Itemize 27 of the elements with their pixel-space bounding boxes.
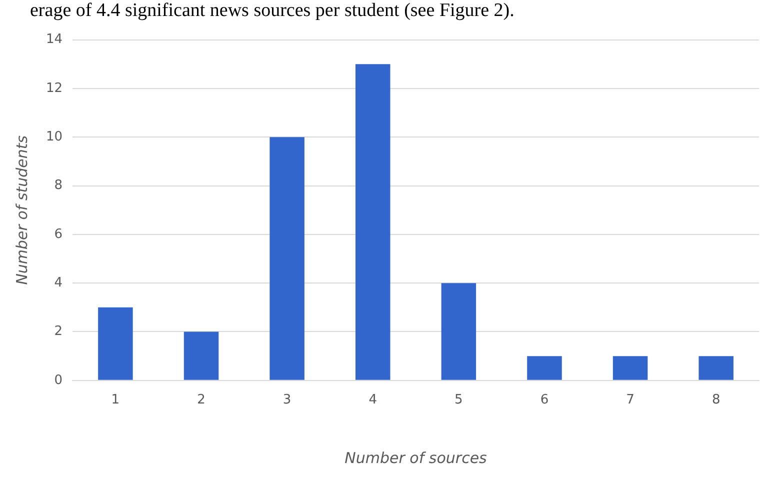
y-tick-label: 0: [54, 372, 63, 388]
y-tick-label: 10: [46, 129, 63, 144]
bar: [98, 307, 133, 380]
x-tick-label: 5: [454, 392, 463, 408]
bar: [441, 283, 476, 380]
y-tick-label: 8: [54, 178, 63, 194]
x-tick-label: 4: [368, 392, 378, 408]
bar: [527, 356, 562, 380]
x-tick-label: 7: [626, 392, 634, 408]
y-tick-label: 6: [54, 226, 63, 242]
bar: [270, 137, 304, 380]
bar: [355, 64, 390, 380]
x-tick-label: 3: [282, 392, 292, 408]
text: erage of 4.4 significant news sources per student (see Figure 2).: [30, 0, 514, 22]
bar: [612, 356, 648, 380]
bar: [184, 332, 219, 380]
y-tick-label: 12: [46, 80, 63, 96]
x-tick-label: 6: [540, 392, 549, 408]
y-tick-label: 2: [54, 324, 63, 340]
x-tick-label: 8: [712, 392, 720, 408]
x-tick-label: 2: [197, 392, 206, 408]
y-tick-label: 4: [54, 275, 63, 290]
x-tick-label: 1: [111, 392, 120, 408]
y-tick-label: 14: [46, 32, 63, 48]
bar: [698, 356, 734, 380]
x-axis-title: Number of sources: [344, 448, 488, 467]
y-axis-title: Number of students: [12, 135, 31, 285]
